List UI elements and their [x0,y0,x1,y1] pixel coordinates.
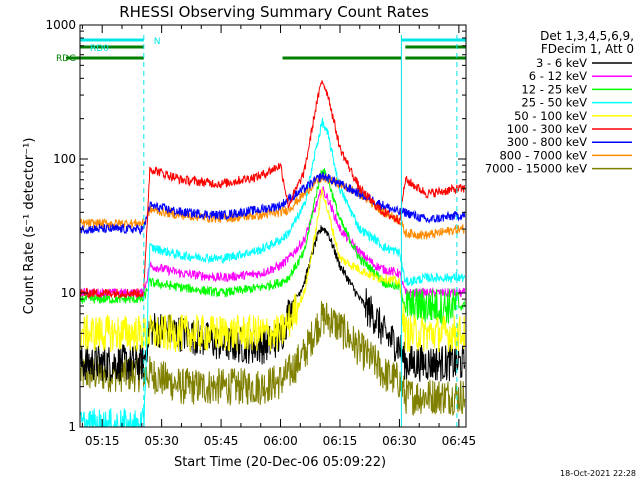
x-tick-label: 06:00 [263,434,298,448]
y-tick-label: 10 [61,286,76,300]
x-tick-label: 05:30 [144,434,179,448]
legend-label: 6 - 12 keV [529,69,587,83]
series-line [80,301,466,417]
guide-lines [143,35,458,427]
series-line [80,225,466,382]
chart-title: RHESSI Observing Summary Count Rates [119,3,429,21]
legend-header-2: FDecim 1, Att 0 [541,42,634,56]
y-axis-label: Count Rate (s⁻¹ detector⁻¹) [22,138,37,315]
y-tick-label: 100 [53,152,76,166]
legend-label: 300 - 800 keV [507,135,587,149]
flag-n-label: N [154,37,161,47]
x-axis-label: Start Time (20-Dec-06 05:09:22) [174,455,386,470]
x-tick-label: 06:45 [442,434,477,448]
legend-label: 12 - 25 keV [521,82,587,96]
flag-rdg-label: RDG [56,54,76,64]
series-line [80,187,466,353]
flag-bars: N RD0 RDG [56,37,466,64]
series-line [80,186,466,300]
x-tick-label: 06:30 [382,434,417,448]
series-layer [80,79,466,427]
series-line [80,118,466,427]
legend-header-1: Det 1,3,4,5,6,9, [540,29,634,43]
flag-rd0-label: RD0 [90,44,109,54]
legend-label: 25 - 50 keV [521,96,587,110]
legend-label: 100 - 300 keV [507,122,587,136]
legend-label: 3 - 6 keV [536,56,587,70]
y-tick-label: 1 [68,420,76,434]
x-tick-label: 05:45 [204,434,239,448]
x-tick-label: 06:15 [323,434,358,448]
legend-label: 800 - 7000 keV [499,148,587,162]
footer-timestamp: 18-Oct-2021 22:28 [560,469,636,478]
x-axis-ticks: 05:15 05:30 05:45 06:00 06:15 06:30 06:45 [81,25,477,448]
plot-frame [79,24,467,428]
legend-label: 50 - 100 keV [514,109,587,123]
series-line [80,79,466,300]
legend-label: 7000 - 15000 keV [485,162,587,176]
y-axis-ticks: 1 10 100 1000 [45,18,466,434]
y-tick-label: 1000 [45,18,76,32]
x-tick-label: 05:15 [85,434,120,448]
legend: Det 1,3,4,5,6,9, FDecim 1, Att 0 3 - 6 k… [485,29,634,176]
